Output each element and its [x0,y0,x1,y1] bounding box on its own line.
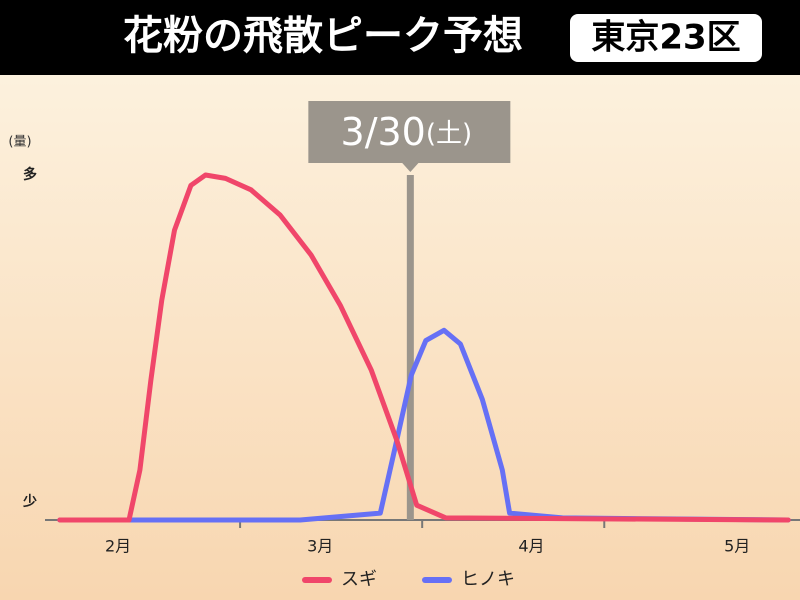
series-line [57,172,791,523]
y-axis-label: (量) [8,135,31,150]
chart-title: 花粉の飛散ピーク予想 [123,13,523,59]
marker-label: 3/30(土) [341,110,473,154]
x-tick-label: 2月 [105,537,131,556]
marker-date: 3/30 [341,110,426,154]
region-box [570,14,762,62]
legend-label: ヒノキ [461,569,515,590]
legend-label: スギ [341,569,377,590]
marker-day: (土) [426,119,472,149]
region-label: 東京23区 [591,18,740,58]
marker-pointer [401,162,420,172]
y-tick-label: 多 [23,166,37,183]
y-tick-label: 少 [22,493,37,510]
x-tick-label: 3月 [307,537,333,556]
marker-box [308,101,511,163]
x-tick-label: 5月 [724,537,750,556]
x-tick-label: 4月 [518,537,544,556]
series-line [57,327,791,523]
